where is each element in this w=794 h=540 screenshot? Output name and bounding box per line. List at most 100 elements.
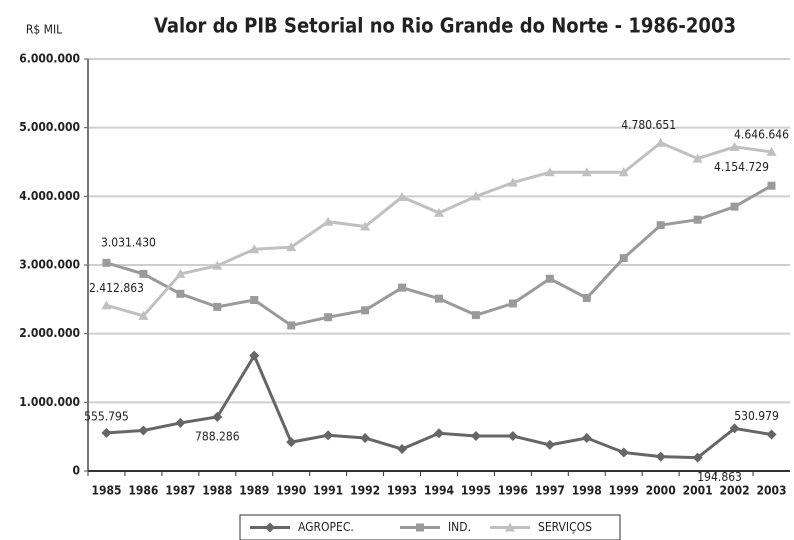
series-line [106,140,772,318]
data-label: 555.795 [84,409,129,423]
point [286,437,297,448]
point [287,321,296,330]
point [655,137,666,147]
point [397,444,408,455]
x-tick-label: 1998 [572,484,602,498]
point [398,283,407,292]
point [545,274,554,283]
point [397,192,408,202]
point [360,221,371,231]
point [729,141,740,151]
y-tick-label: 3.000.000 [19,258,80,272]
point [323,216,334,226]
point [212,411,223,422]
point [435,294,443,303]
point [692,153,703,163]
point [581,167,592,177]
point [249,244,260,254]
x-tick-label: 1994 [424,484,455,498]
x-tick-label: 1987 [165,484,195,498]
x-tick-label: 1995 [461,484,491,498]
point [416,523,424,532]
point [471,311,480,320]
x-tick-label: 1997 [535,484,565,498]
point [505,522,515,532]
point [102,258,111,267]
data-label: 788.286 [195,429,240,443]
y-tick-label: 0 [72,464,80,478]
point [138,425,149,436]
x-tick-label: 1988 [202,484,232,498]
point [581,433,592,444]
data-label: 4.780.651 [621,118,676,132]
legend-label: AGROPEC. [298,520,354,534]
x-tick-label: 1999 [609,484,639,498]
x-tick-label: 2002 [720,484,750,498]
point [101,300,112,310]
point [767,181,776,190]
point [766,146,777,156]
chart-title: Valor do PIB Setorial no Rio Grande do N… [154,14,736,38]
x-tick-label: 1992 [350,484,380,498]
point [655,451,666,462]
point [693,215,702,224]
point [692,452,703,463]
y-tick-label: 6.000.000 [19,52,80,66]
point [361,306,370,315]
y-tick-label: 4.000.000 [19,189,80,203]
x-tick-label: 2000 [646,484,676,498]
x-tick-label: 1993 [387,484,417,498]
data-label: 530.979 [734,409,779,423]
point [544,439,555,450]
point [618,167,629,177]
point [213,302,222,311]
point [175,268,186,278]
point [507,177,518,187]
point [139,269,148,278]
data-label: 2.412.863 [89,281,144,295]
x-tick-label: 2003 [757,484,787,498]
point [212,260,223,270]
x-tick-label: 1991 [313,484,343,498]
point [730,202,739,211]
point [249,350,260,361]
data-label: 4.154.729 [714,160,769,174]
data-label: 3.031.430 [101,235,156,249]
x-tick-label: 1985 [91,484,121,498]
point [507,430,518,441]
x-tick-label: 2001 [683,484,713,498]
point [265,522,275,533]
point [360,433,371,444]
point [729,423,740,434]
point [286,242,297,252]
series-line [106,184,773,328]
point [582,293,591,302]
legend-box [239,514,621,540]
point [656,221,665,230]
data-label: 4.646.646 [734,127,789,141]
y-tick-label: 2.000.000 [19,326,80,340]
data-label: 194.863 [697,470,742,484]
x-tick-label: 1989 [239,484,269,498]
x-tick-label: 1996 [498,484,528,498]
point [250,296,259,305]
point [175,417,186,428]
point [766,429,777,440]
legend-label: SERVIÇOS [538,520,592,534]
point [324,313,333,322]
point [434,428,444,439]
x-tick-label: 1986 [128,484,158,498]
y-tick-label: 5.000.000 [19,120,80,134]
point [508,299,517,308]
point [470,191,481,201]
y-tick-label: 1.000.000 [19,395,80,409]
point [138,310,149,320]
y-axis-label: R$ MIL [26,23,62,37]
point [470,430,481,441]
point [618,447,629,458]
point [544,167,555,177]
legend-label: IND. [448,520,471,534]
point [434,207,444,217]
point [323,430,334,441]
